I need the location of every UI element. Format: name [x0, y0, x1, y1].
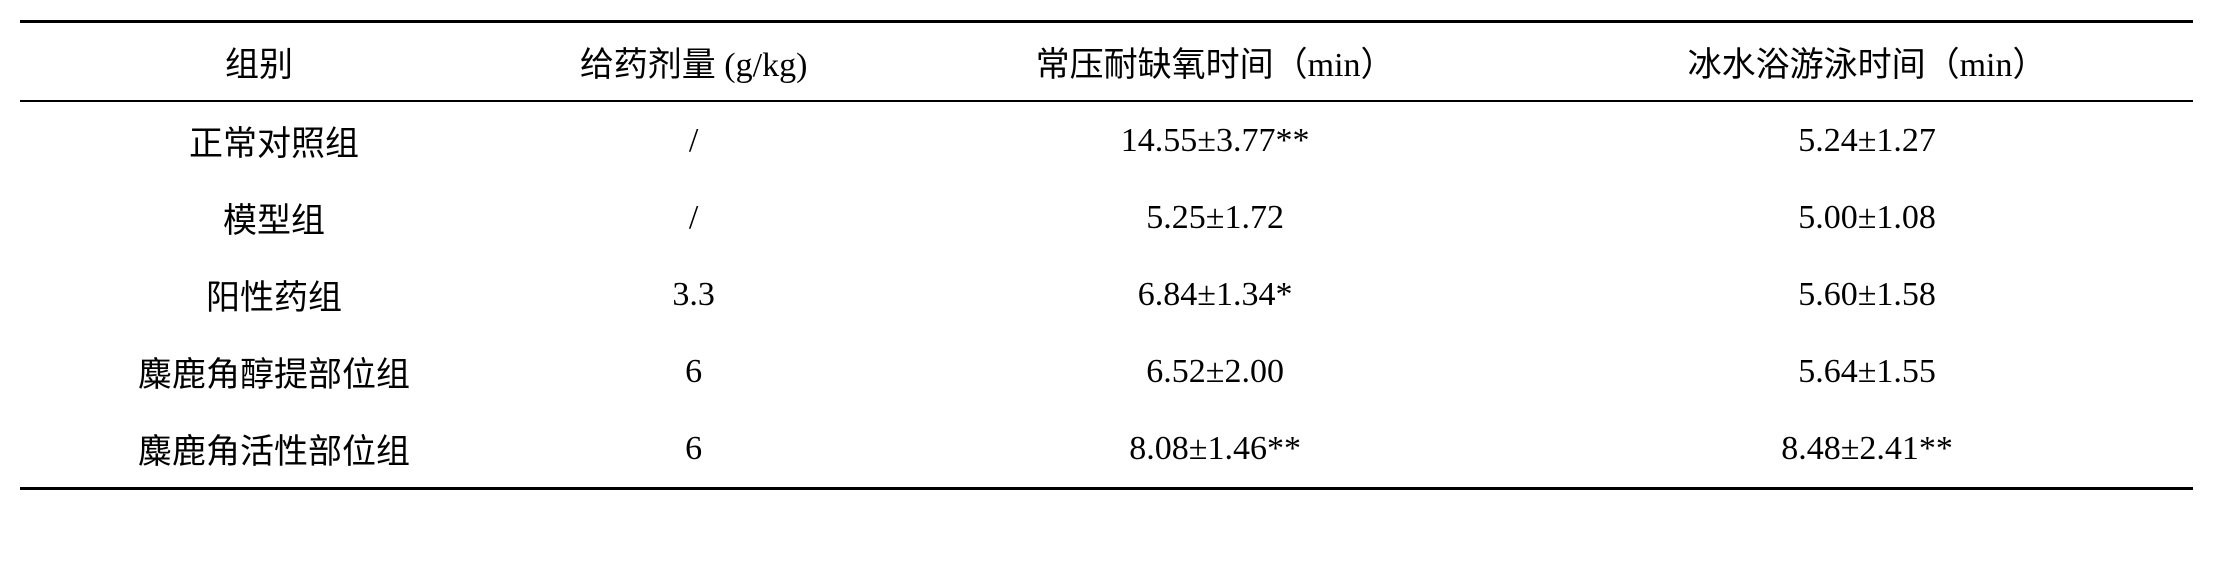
cell-dose: /	[498, 179, 889, 256]
cell-dose: 6	[498, 333, 889, 410]
table-row: 正常对照组 / 14.55±3.77** 5.24±1.27	[20, 101, 2193, 179]
cell-group: 正常对照组	[20, 101, 498, 179]
table-header-row: 组别 给药剂量 (g/kg) 常压耐缺氧时间（min） 冰水浴游泳时间（min）	[20, 22, 2193, 102]
cell-dose: /	[498, 101, 889, 179]
col-header-dose: 给药剂量 (g/kg)	[498, 22, 889, 102]
col-header-group: 组别	[20, 22, 498, 102]
cell-hypoxia: 14.55±3.77**	[889, 101, 1541, 179]
cell-swim: 5.60±1.58	[1541, 256, 2193, 333]
cell-swim: 5.64±1.55	[1541, 333, 2193, 410]
data-table: 组别 给药剂量 (g/kg) 常压耐缺氧时间（min） 冰水浴游泳时间（min）…	[20, 20, 2193, 490]
cell-hypoxia: 5.25±1.72	[889, 179, 1541, 256]
cell-swim: 8.48±2.41**	[1541, 410, 2193, 489]
cell-hypoxia: 8.08±1.46**	[889, 410, 1541, 489]
cell-dose: 3.3	[498, 256, 889, 333]
table-row: 阳性药组 3.3 6.84±1.34* 5.60±1.58	[20, 256, 2193, 333]
cell-hypoxia: 6.84±1.34*	[889, 256, 1541, 333]
cell-dose: 6	[498, 410, 889, 489]
cell-group: 麋鹿角活性部位组	[20, 410, 498, 489]
cell-group: 阳性药组	[20, 256, 498, 333]
table-row: 麋鹿角醇提部位组 6 6.52±2.00 5.64±1.55	[20, 333, 2193, 410]
cell-group: 模型组	[20, 179, 498, 256]
cell-group: 麋鹿角醇提部位组	[20, 333, 498, 410]
table-row: 模型组 / 5.25±1.72 5.00±1.08	[20, 179, 2193, 256]
cell-swim: 5.24±1.27	[1541, 101, 2193, 179]
col-header-swim: 冰水浴游泳时间（min）	[1541, 22, 2193, 102]
cell-hypoxia: 6.52±2.00	[889, 333, 1541, 410]
table-row: 麋鹿角活性部位组 6 8.08±1.46** 8.48±2.41**	[20, 410, 2193, 489]
col-header-hypoxia: 常压耐缺氧时间（min）	[889, 22, 1541, 102]
cell-swim: 5.00±1.08	[1541, 179, 2193, 256]
